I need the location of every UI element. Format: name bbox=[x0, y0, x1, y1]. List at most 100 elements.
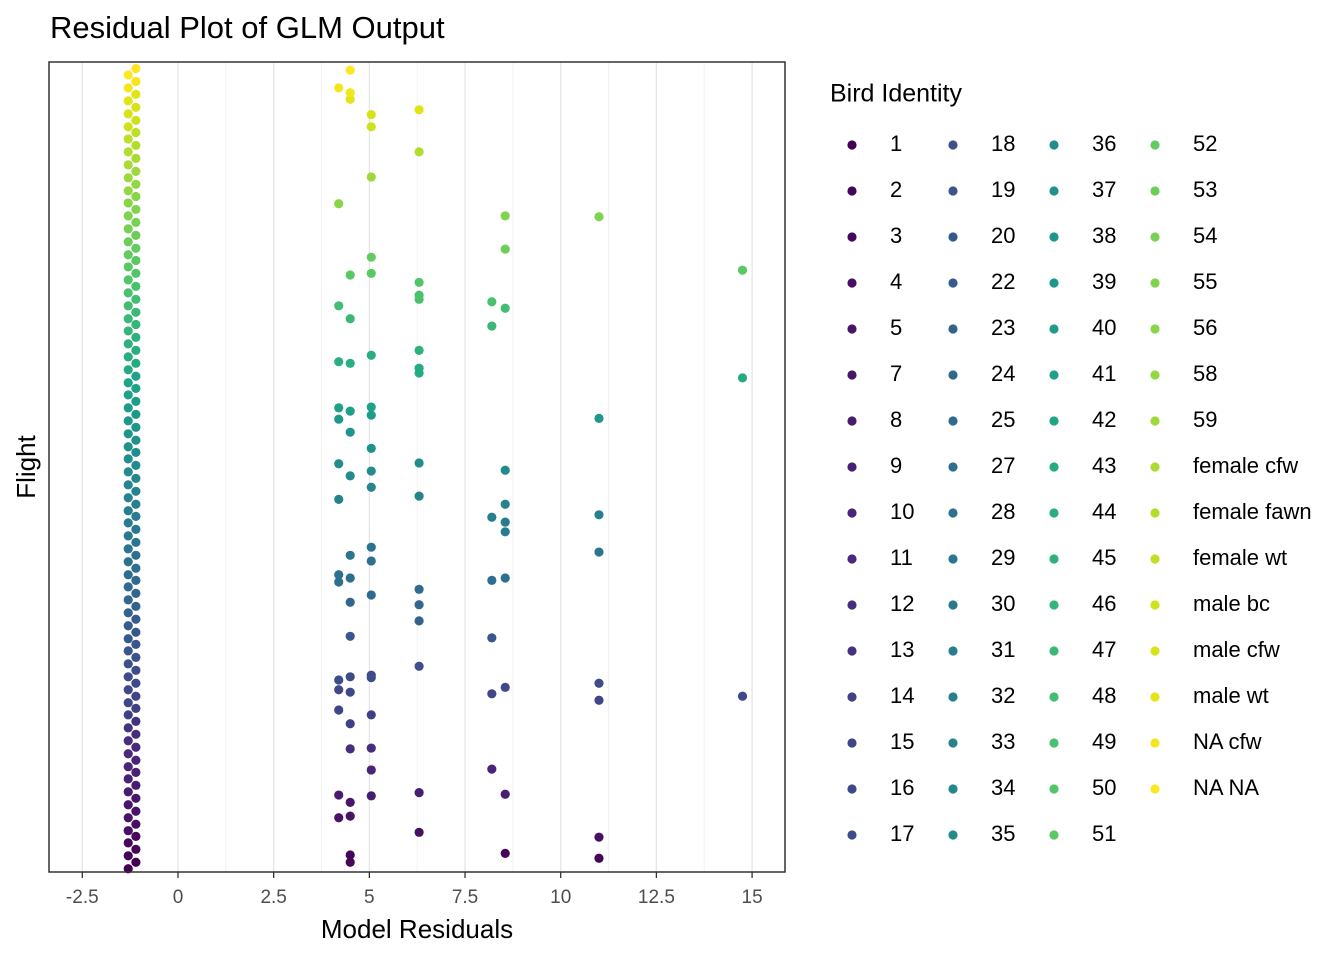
legend-label: 53 bbox=[1193, 177, 1217, 202]
legend-key bbox=[1049, 324, 1059, 334]
point bbox=[123, 864, 133, 874]
point bbox=[131, 345, 141, 355]
point bbox=[131, 729, 141, 739]
legend-label: 10 bbox=[890, 499, 914, 524]
legend-label: female cfw bbox=[1193, 453, 1298, 478]
point bbox=[123, 442, 133, 452]
legend-label: 59 bbox=[1193, 407, 1217, 432]
point bbox=[131, 460, 141, 470]
x-tick-label: 12.5 bbox=[638, 887, 675, 908]
point bbox=[123, 134, 133, 144]
legend-label: 49 bbox=[1092, 729, 1116, 754]
point bbox=[131, 166, 141, 176]
legend-label: female fawn bbox=[1193, 499, 1312, 524]
point bbox=[131, 294, 141, 304]
point bbox=[345, 471, 355, 481]
point bbox=[500, 527, 510, 537]
point bbox=[334, 705, 344, 715]
point bbox=[123, 147, 133, 157]
legend-key bbox=[847, 232, 857, 242]
legend-label: 14 bbox=[890, 683, 914, 708]
point bbox=[123, 70, 133, 80]
legend-key bbox=[948, 508, 958, 518]
point bbox=[123, 582, 133, 592]
point bbox=[131, 230, 141, 240]
legend-label: 48 bbox=[1092, 683, 1116, 708]
legend-key bbox=[1049, 600, 1059, 610]
point bbox=[131, 691, 141, 701]
legend-key bbox=[1150, 784, 1160, 794]
legend-label: 50 bbox=[1092, 775, 1116, 800]
legend-label: 18 bbox=[991, 131, 1015, 156]
point bbox=[345, 850, 355, 860]
point bbox=[345, 672, 355, 682]
point bbox=[366, 443, 376, 453]
legend-key bbox=[948, 370, 958, 380]
legend-label: 34 bbox=[991, 775, 1015, 800]
point bbox=[123, 672, 133, 682]
legend-label: 31 bbox=[991, 637, 1015, 662]
legend-label: 32 bbox=[991, 683, 1015, 708]
legend-label: 45 bbox=[1092, 545, 1116, 570]
point bbox=[123, 608, 133, 618]
point bbox=[131, 332, 141, 342]
point bbox=[594, 413, 604, 423]
point bbox=[131, 447, 141, 458]
point bbox=[345, 687, 355, 697]
point bbox=[334, 414, 344, 424]
point bbox=[345, 427, 355, 437]
x-tick-label: -2.5 bbox=[66, 887, 99, 908]
legend-key bbox=[847, 692, 857, 702]
x-tick-label: 5 bbox=[364, 887, 375, 908]
point bbox=[345, 88, 355, 98]
point bbox=[334, 199, 344, 209]
point bbox=[123, 429, 133, 439]
legend-key bbox=[1049, 784, 1059, 794]
legend-key bbox=[948, 830, 958, 840]
point bbox=[345, 811, 355, 821]
legend-key bbox=[847, 140, 857, 150]
legend-label: 24 bbox=[991, 361, 1015, 386]
point bbox=[500, 465, 510, 475]
legend-label: 55 bbox=[1193, 269, 1217, 294]
legend-label: 9 bbox=[890, 453, 902, 478]
point bbox=[123, 467, 133, 477]
legend-key bbox=[1049, 278, 1059, 288]
legend-label: male wt bbox=[1193, 683, 1269, 708]
point bbox=[366, 252, 376, 262]
point bbox=[123, 352, 133, 362]
legend-key bbox=[1150, 508, 1160, 518]
point bbox=[345, 94, 355, 104]
point bbox=[366, 556, 376, 566]
legend-label: 17 bbox=[890, 821, 914, 846]
point bbox=[131, 716, 141, 726]
point bbox=[414, 616, 424, 626]
point bbox=[123, 762, 133, 772]
point bbox=[366, 172, 376, 182]
point bbox=[414, 661, 424, 671]
point bbox=[123, 826, 133, 836]
legend-label: 3 bbox=[890, 223, 902, 248]
point bbox=[123, 506, 133, 516]
legend-label: 29 bbox=[991, 545, 1015, 570]
point bbox=[334, 83, 344, 93]
point bbox=[366, 673, 376, 683]
point bbox=[131, 281, 141, 291]
point bbox=[131, 614, 141, 624]
legend-key bbox=[1049, 508, 1059, 518]
legend-label: 37 bbox=[1092, 177, 1116, 202]
legend-key bbox=[1049, 416, 1059, 426]
point bbox=[131, 703, 141, 713]
point bbox=[334, 494, 344, 504]
legend-key bbox=[948, 784, 958, 794]
legend-label: 11 bbox=[890, 545, 913, 570]
point bbox=[123, 339, 133, 349]
legend-key bbox=[847, 600, 857, 610]
legend-label: 19 bbox=[991, 177, 1015, 202]
point bbox=[500, 682, 510, 692]
point bbox=[366, 765, 376, 775]
legend-key bbox=[1150, 324, 1160, 334]
point bbox=[366, 590, 376, 600]
legend-key bbox=[1150, 278, 1160, 288]
point bbox=[366, 350, 376, 360]
